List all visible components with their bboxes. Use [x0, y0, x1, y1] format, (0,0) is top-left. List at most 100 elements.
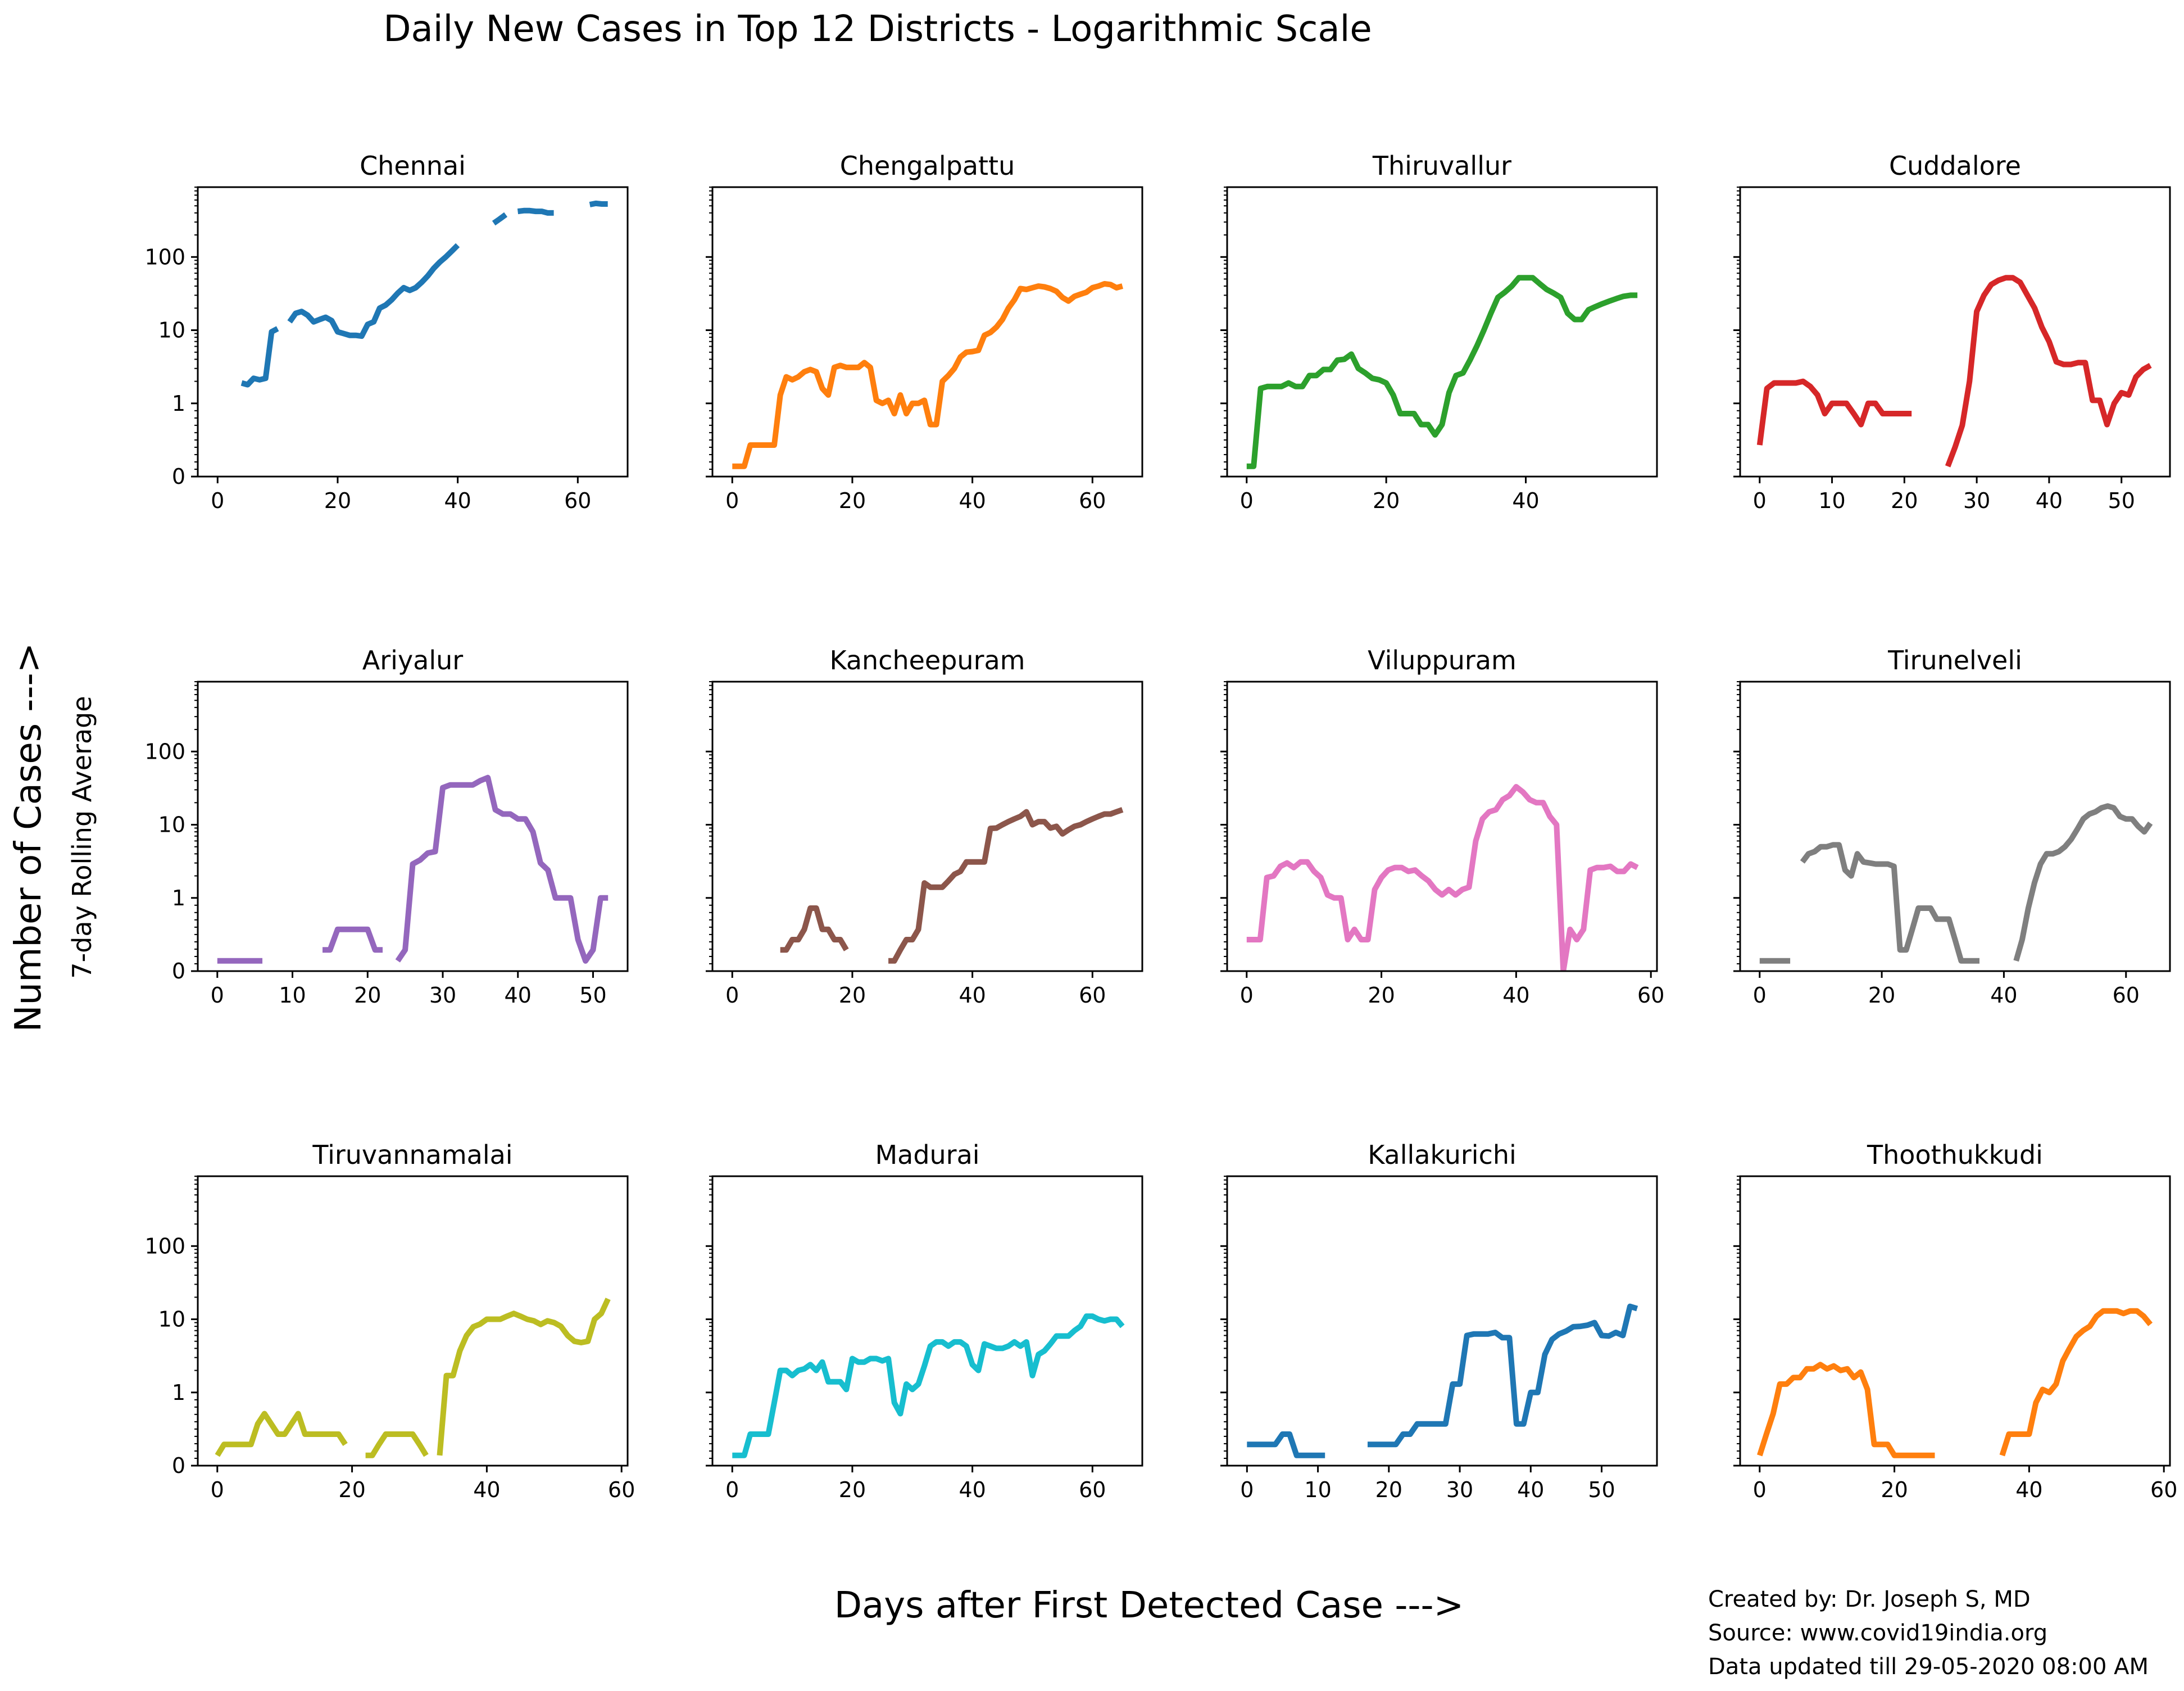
- series-line-segment: [240, 326, 279, 388]
- series-line-segment: [1246, 275, 1638, 469]
- x-tick-label: 50: [1588, 1477, 1615, 1502]
- x-tick-label: 50: [2108, 488, 2135, 513]
- series-line-segment: [589, 200, 608, 207]
- subplot-kallakurichi: Kallakurichi 0 10 20 30 40 50: [1220, 1140, 1658, 1502]
- credit-source: Source: www.covid19india.org: [1708, 1620, 2048, 1646]
- x-tick-label: 60: [2150, 1477, 2177, 1502]
- series-line-segment: [323, 926, 383, 953]
- series-line-segment: [2013, 803, 2153, 962]
- x-tick-label: 40: [1990, 983, 2017, 1008]
- subplot-tiruvannamalai: Tiruvannamalai 0 20 40 60 0 1 10 100: [144, 1140, 635, 1502]
- subplot-title: Kancheepuram: [829, 645, 1025, 676]
- x-tick-label: 20: [1868, 983, 1895, 1008]
- series-line-segment: [1368, 1303, 1638, 1448]
- x-tick-label: 60: [564, 488, 591, 513]
- x-tick-label: 0: [1753, 1477, 1767, 1502]
- x-tick-label: 60: [1079, 1477, 1106, 1502]
- series-line-segment: [1757, 1362, 1935, 1458]
- x-tick-label: 40: [444, 488, 471, 513]
- subplot-title: Thoothukkudi: [1867, 1140, 2043, 1170]
- series-line-segment: [1756, 378, 1912, 446]
- y-tick-label: 100: [144, 1234, 185, 1258]
- subplot-kancheepuram: Kancheepuram 0 20 40 60: [706, 645, 1143, 1008]
- x-tick-label: 20: [1891, 488, 1918, 513]
- y-tick-label: 10: [158, 1307, 185, 1332]
- subplot-title: Cuddalore: [1889, 151, 2021, 181]
- subplot-thiruvallur: Thiruvallur 0 20 40: [1220, 151, 1658, 513]
- x-axis-label: Days after First Detected Case --->: [834, 1585, 1464, 1626]
- axes-frame: [197, 681, 629, 972]
- x-tick-label: 10: [279, 983, 306, 1008]
- x-tick-label: 60: [2113, 983, 2140, 1008]
- axes-frame: [1226, 186, 1658, 478]
- series-line-segment: [780, 905, 849, 953]
- series-line-segment: [1999, 1308, 2153, 1457]
- y-axis-label: Number of Cases --->: [8, 643, 49, 1032]
- series-line-segment: [287, 243, 460, 339]
- subplot-title: Tirunelveli: [1887, 645, 2022, 676]
- credit-author: Created by: Dr. Joseph S, MD: [1708, 1586, 2031, 1612]
- x-tick-label: 40: [1512, 488, 1539, 513]
- x-tick-label: 10: [1818, 488, 1845, 513]
- x-tick-label: 20: [354, 983, 381, 1008]
- y-tick-label: 1: [172, 391, 185, 416]
- axes-frame: [711, 186, 1143, 478]
- subplot-cuddalore: Cuddalore 0 10 20 30 40 50: [1733, 151, 2171, 513]
- axes-frame: [1739, 681, 2171, 972]
- axes-frame: [711, 1175, 1143, 1467]
- series-line-segment: [732, 1313, 1125, 1458]
- y-tick-label: 10: [158, 813, 185, 837]
- subplot-title: Chengalpattu: [840, 151, 1015, 181]
- subplot-title: Ariyalur: [362, 645, 464, 676]
- y-tick-label: 0: [172, 959, 185, 983]
- series-line-segment: [517, 207, 554, 216]
- y-tick-label: 100: [144, 244, 185, 269]
- x-tick-label: 40: [505, 983, 532, 1008]
- series-line-segment: [492, 212, 508, 226]
- series-line-segment: [1246, 784, 1639, 971]
- x-tick-label: 0: [1240, 983, 1254, 1008]
- x-tick-label: 60: [1079, 488, 1106, 513]
- series-line-segment: [365, 1431, 429, 1458]
- x-tick-label: 60: [1079, 983, 1106, 1008]
- series-line-segment: [1800, 842, 1979, 964]
- x-tick-label: 20: [338, 1477, 365, 1502]
- x-tick-label: 0: [1753, 488, 1767, 513]
- series-line-segment: [215, 1411, 348, 1457]
- subplot-chennai: Chennai 0 20 40 60 0 1 10 100: [144, 151, 629, 513]
- x-tick-label: 20: [1368, 983, 1395, 1008]
- y-tick-label: 100: [144, 739, 185, 764]
- x-tick-label: 20: [839, 983, 866, 1008]
- x-tick-label: 20: [1881, 1477, 1908, 1502]
- subplot-ariyalur: Ariyalur 0 10 20 30 40 50 0 1 10 100: [144, 645, 629, 1008]
- x-tick-label: 0: [211, 1477, 224, 1502]
- subplot-title: Thiruvallur: [1372, 151, 1511, 181]
- subplot-viluppuram: Viluppuram 0 20 40 60: [1220, 645, 1664, 1008]
- x-tick-label: 30: [1446, 1477, 1473, 1502]
- y-tick-label: 10: [158, 318, 185, 343]
- x-tick-label: 40: [473, 1477, 500, 1502]
- series-line-segment: [395, 774, 609, 964]
- series-line-segment: [732, 281, 1124, 469]
- x-tick-label: 20: [839, 488, 866, 513]
- x-tick-label: 30: [1963, 488, 1990, 513]
- x-tick-label: 40: [2015, 1477, 2042, 1502]
- y-tick-label: 1: [172, 886, 185, 910]
- x-tick-label: 20: [839, 1477, 866, 1502]
- axes-frame: [197, 186, 629, 478]
- axes-frame: [1739, 186, 2171, 478]
- x-tick-label: 20: [1375, 1477, 1402, 1502]
- x-tick-label: 0: [1753, 983, 1767, 1008]
- x-tick-label: 40: [2036, 488, 2063, 513]
- subplot-title: Viluppuram: [1368, 645, 1516, 676]
- x-tick-label: 50: [579, 983, 606, 1008]
- x-tick-label: 20: [1373, 488, 1400, 513]
- x-tick-label: 20: [324, 488, 351, 513]
- axes-frame: [711, 681, 1143, 972]
- figure-title: Daily New Cases in Top 12 Districts - Lo…: [383, 8, 1372, 50]
- subplot-title: Chennai: [360, 151, 466, 181]
- x-tick-label: 0: [1240, 1477, 1254, 1502]
- axes-frame: [1226, 1175, 1658, 1467]
- x-tick-label: 60: [1637, 983, 1664, 1008]
- subplot-chengalpattu: Chengalpattu 0 20 40 60: [706, 151, 1143, 513]
